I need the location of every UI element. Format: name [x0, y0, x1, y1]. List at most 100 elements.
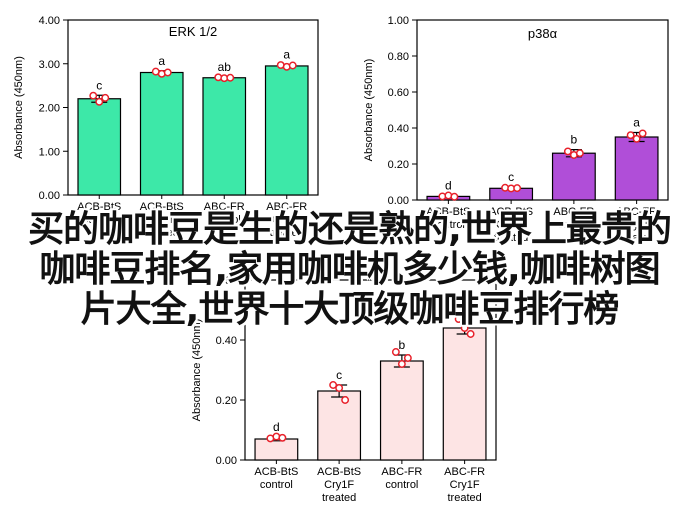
y-tick-label: 0.00 [216, 455, 237, 467]
x-tick-label: ACB-BtS [140, 201, 184, 213]
chart-title: p38α [528, 26, 558, 41]
x-tick-label: Cry1F [450, 479, 480, 491]
bar [614, 136, 659, 201]
panel-erk: ERK 1/2 0.00 1.00 2.00 3.00 4.00 Absorbance (4… [13, 15, 319, 239]
significance-letter: a [158, 54, 165, 68]
significance-letter: c [336, 368, 342, 382]
data-point [341, 396, 350, 404]
y-tick-label: 0.60 [388, 87, 409, 99]
data-point [278, 433, 287, 442]
x-tick-label: ACB-BtS [317, 466, 361, 478]
overlay-line-3: 片大全,世界十大顶级咖啡豆排行榜 [80, 289, 620, 330]
significance-letter: c [508, 170, 514, 184]
y-axis-label: Absorbance (450nm) [13, 56, 25, 159]
panel-p38: p38α 0.00 0.20 0.40 0.60 0.80 1.00 Absorbance (… [363, 15, 669, 244]
x-tick-label: ABC-FR [444, 466, 485, 478]
x-tick-label: Cry1F [272, 214, 302, 226]
y-tick-label: 0.00 [39, 190, 60, 202]
bar [264, 65, 309, 196]
y-axis-label: Absorbance (450nm) [363, 59, 375, 162]
bar [139, 71, 184, 196]
x-tick-label: Cry1F [147, 214, 177, 226]
bar [442, 327, 487, 461]
x-tick-label: control [208, 214, 241, 226]
x-tick-label: ABC-FR [204, 201, 245, 213]
x-tick-label: control [557, 219, 590, 231]
data-point [450, 192, 459, 201]
data-point [226, 73, 235, 82]
x-tick-label: control [83, 214, 116, 226]
significance-letter: d [273, 420, 280, 434]
significance-letter: d [445, 179, 452, 193]
data-point [89, 91, 98, 100]
chart-title: ERK 1/2 [169, 24, 217, 39]
data-point [632, 134, 641, 143]
data-point [329, 381, 338, 389]
x-tick-label: control [260, 479, 293, 491]
bar [254, 438, 299, 461]
overlay-line-1: 买的咖啡豆是生的还是熟的,世界上最贵的 [28, 209, 672, 250]
data-point [460, 324, 469, 332]
x-tick-label: Cry1F [324, 479, 354, 491]
y-tick-label: 0.20 [216, 395, 237, 407]
plot-frame [416, 19, 669, 201]
data-point [288, 61, 297, 70]
x-tick-label: ACB-BtS [489, 206, 533, 218]
data-point [163, 68, 172, 77]
x-tick-label: treated [448, 492, 482, 504]
y-tick-label: 3.00 [39, 59, 60, 71]
data-point [626, 131, 635, 140]
plot-frame [244, 279, 497, 461]
bar [317, 390, 362, 461]
x-tick-label: Cry1F [622, 219, 652, 231]
x-tick-label: ABC-FR [266, 201, 307, 213]
y-tick-label: 2.00 [39, 103, 60, 115]
y-tick-label: 0.20 [388, 159, 409, 171]
y-tick-label: 0.00 [388, 195, 409, 207]
overlay-text: 买的咖啡豆是生的还是熟的,世界上最贵的 咖啡豆排名,家用咖啡机多少钱,咖啡树图 … [0, 210, 699, 330]
bar [202, 77, 247, 196]
data-point [403, 354, 412, 362]
significance-letter: a [461, 305, 468, 319]
data-point [101, 93, 110, 102]
bar [551, 152, 596, 201]
data-point [513, 184, 522, 193]
x-tick-label: treated [145, 227, 179, 239]
y-tick-label: 0.40 [388, 123, 409, 135]
significance-letter: a [633, 116, 640, 130]
x-tick-label: ABC-FR [381, 466, 422, 478]
y-tick-label: 1.00 [388, 15, 409, 27]
bar [77, 98, 122, 196]
y-tick-label: 0.80 [388, 51, 409, 63]
panel-third: 0.00 0.20 0.40 0.60 Absorbance (450nm) d ACB-B… [191, 275, 497, 504]
y-tick-label: 4.00 [39, 15, 60, 27]
data-point [397, 360, 406, 368]
x-tick-label: ACB-BtS [254, 466, 298, 478]
data-point [95, 97, 104, 106]
x-tick-label: treated [620, 232, 654, 244]
data-point [575, 149, 584, 158]
significance-letter: b [399, 338, 406, 352]
x-tick-label: treated [322, 492, 356, 504]
y-axis-label: Absorbance (450nm) [191, 319, 203, 422]
overlay-line-2: 咖啡豆排名,家用咖啡机多少钱,咖啡树图 [39, 249, 660, 290]
significance-letter: ab [218, 60, 232, 74]
data-point [454, 315, 463, 323]
data-point [563, 147, 572, 156]
data-point [335, 384, 344, 392]
x-tick-label: control [385, 479, 418, 491]
x-tick-label: ACB-BtS [77, 201, 121, 213]
x-tick-label: treated [494, 232, 528, 244]
x-tick-label: Cry1F [496, 219, 526, 231]
data-point [466, 330, 475, 338]
data-point [391, 348, 400, 356]
significance-letter: b [571, 133, 578, 147]
bar [379, 360, 424, 461]
significance-letter: c [96, 78, 102, 92]
x-tick-label: ABC-FR [553, 206, 594, 218]
x-tick-label: control [432, 219, 465, 231]
data-point [638, 129, 647, 138]
y-tick-label: 0.40 [216, 335, 237, 347]
x-tick-label: ABC-FR [616, 206, 657, 218]
